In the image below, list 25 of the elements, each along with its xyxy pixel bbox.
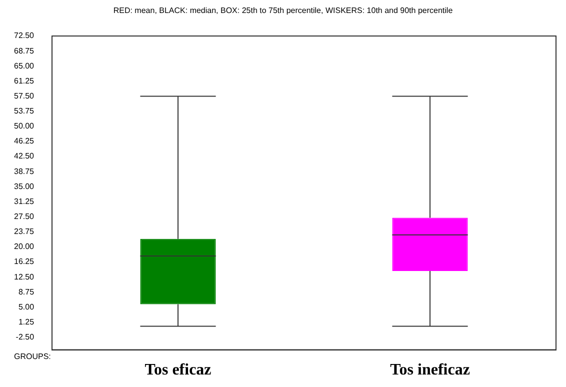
y-tick-label: 5.00 [18, 302, 35, 312]
y-tick-label: 42.50 [14, 152, 35, 161]
y-tick-label: 61.25 [14, 76, 35, 86]
y-tick-label: 16.25 [14, 257, 35, 266]
y-tick-label: 23.75 [14, 227, 35, 236]
y-tick-label: 31.25 [14, 196, 35, 206]
y-tick-label: -2.50 [16, 332, 35, 342]
y-tick-label: 12.50 [14, 272, 35, 282]
y-tick-label: 68.75 [14, 46, 35, 56]
y-tick-label: 1.25 [18, 317, 35, 326]
y-tick-label: 38.75 [14, 166, 35, 176]
text: GROUPS: [14, 352, 51, 361]
y-tick-label: 50.00 [14, 122, 35, 131]
y-tick-label: 57.50 [14, 91, 35, 100]
y-tick-label: 20.00 [14, 242, 35, 252]
chart-title: RED: mean, BLACK: median, BOX: 25th to 75th percentile, WISKERS: 10th and 90th percentile [112, 6, 454, 15]
y-tick-label: 53.75 [14, 106, 35, 116]
y-tick-label: 46.25 [14, 136, 35, 146]
y-tick-label: 65.00 [14, 61, 35, 70]
y-tick-label: 72.50 [14, 31, 35, 40]
y-tick-label: 27.50 [14, 212, 35, 222]
y-tick-label: 8.75 [18, 287, 35, 296]
x-tick-label: Tos ineficaz [390, 362, 470, 379]
x-tick-label: Tos eficaz [144, 362, 212, 379]
y-tick-label: 35.00 [14, 182, 35, 191]
